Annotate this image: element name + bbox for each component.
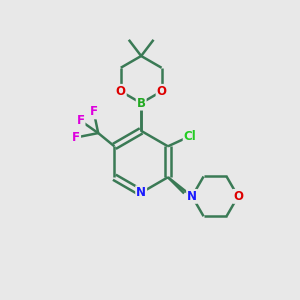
Text: O: O: [116, 85, 126, 98]
Text: O: O: [157, 85, 166, 98]
Text: B: B: [137, 97, 146, 110]
Text: Cl: Cl: [184, 130, 196, 142]
Text: N: N: [187, 190, 197, 203]
Text: F: F: [72, 131, 80, 144]
Text: F: F: [90, 105, 98, 119]
Text: N: N: [136, 186, 146, 199]
Text: O: O: [233, 190, 243, 203]
Text: F: F: [76, 114, 85, 127]
